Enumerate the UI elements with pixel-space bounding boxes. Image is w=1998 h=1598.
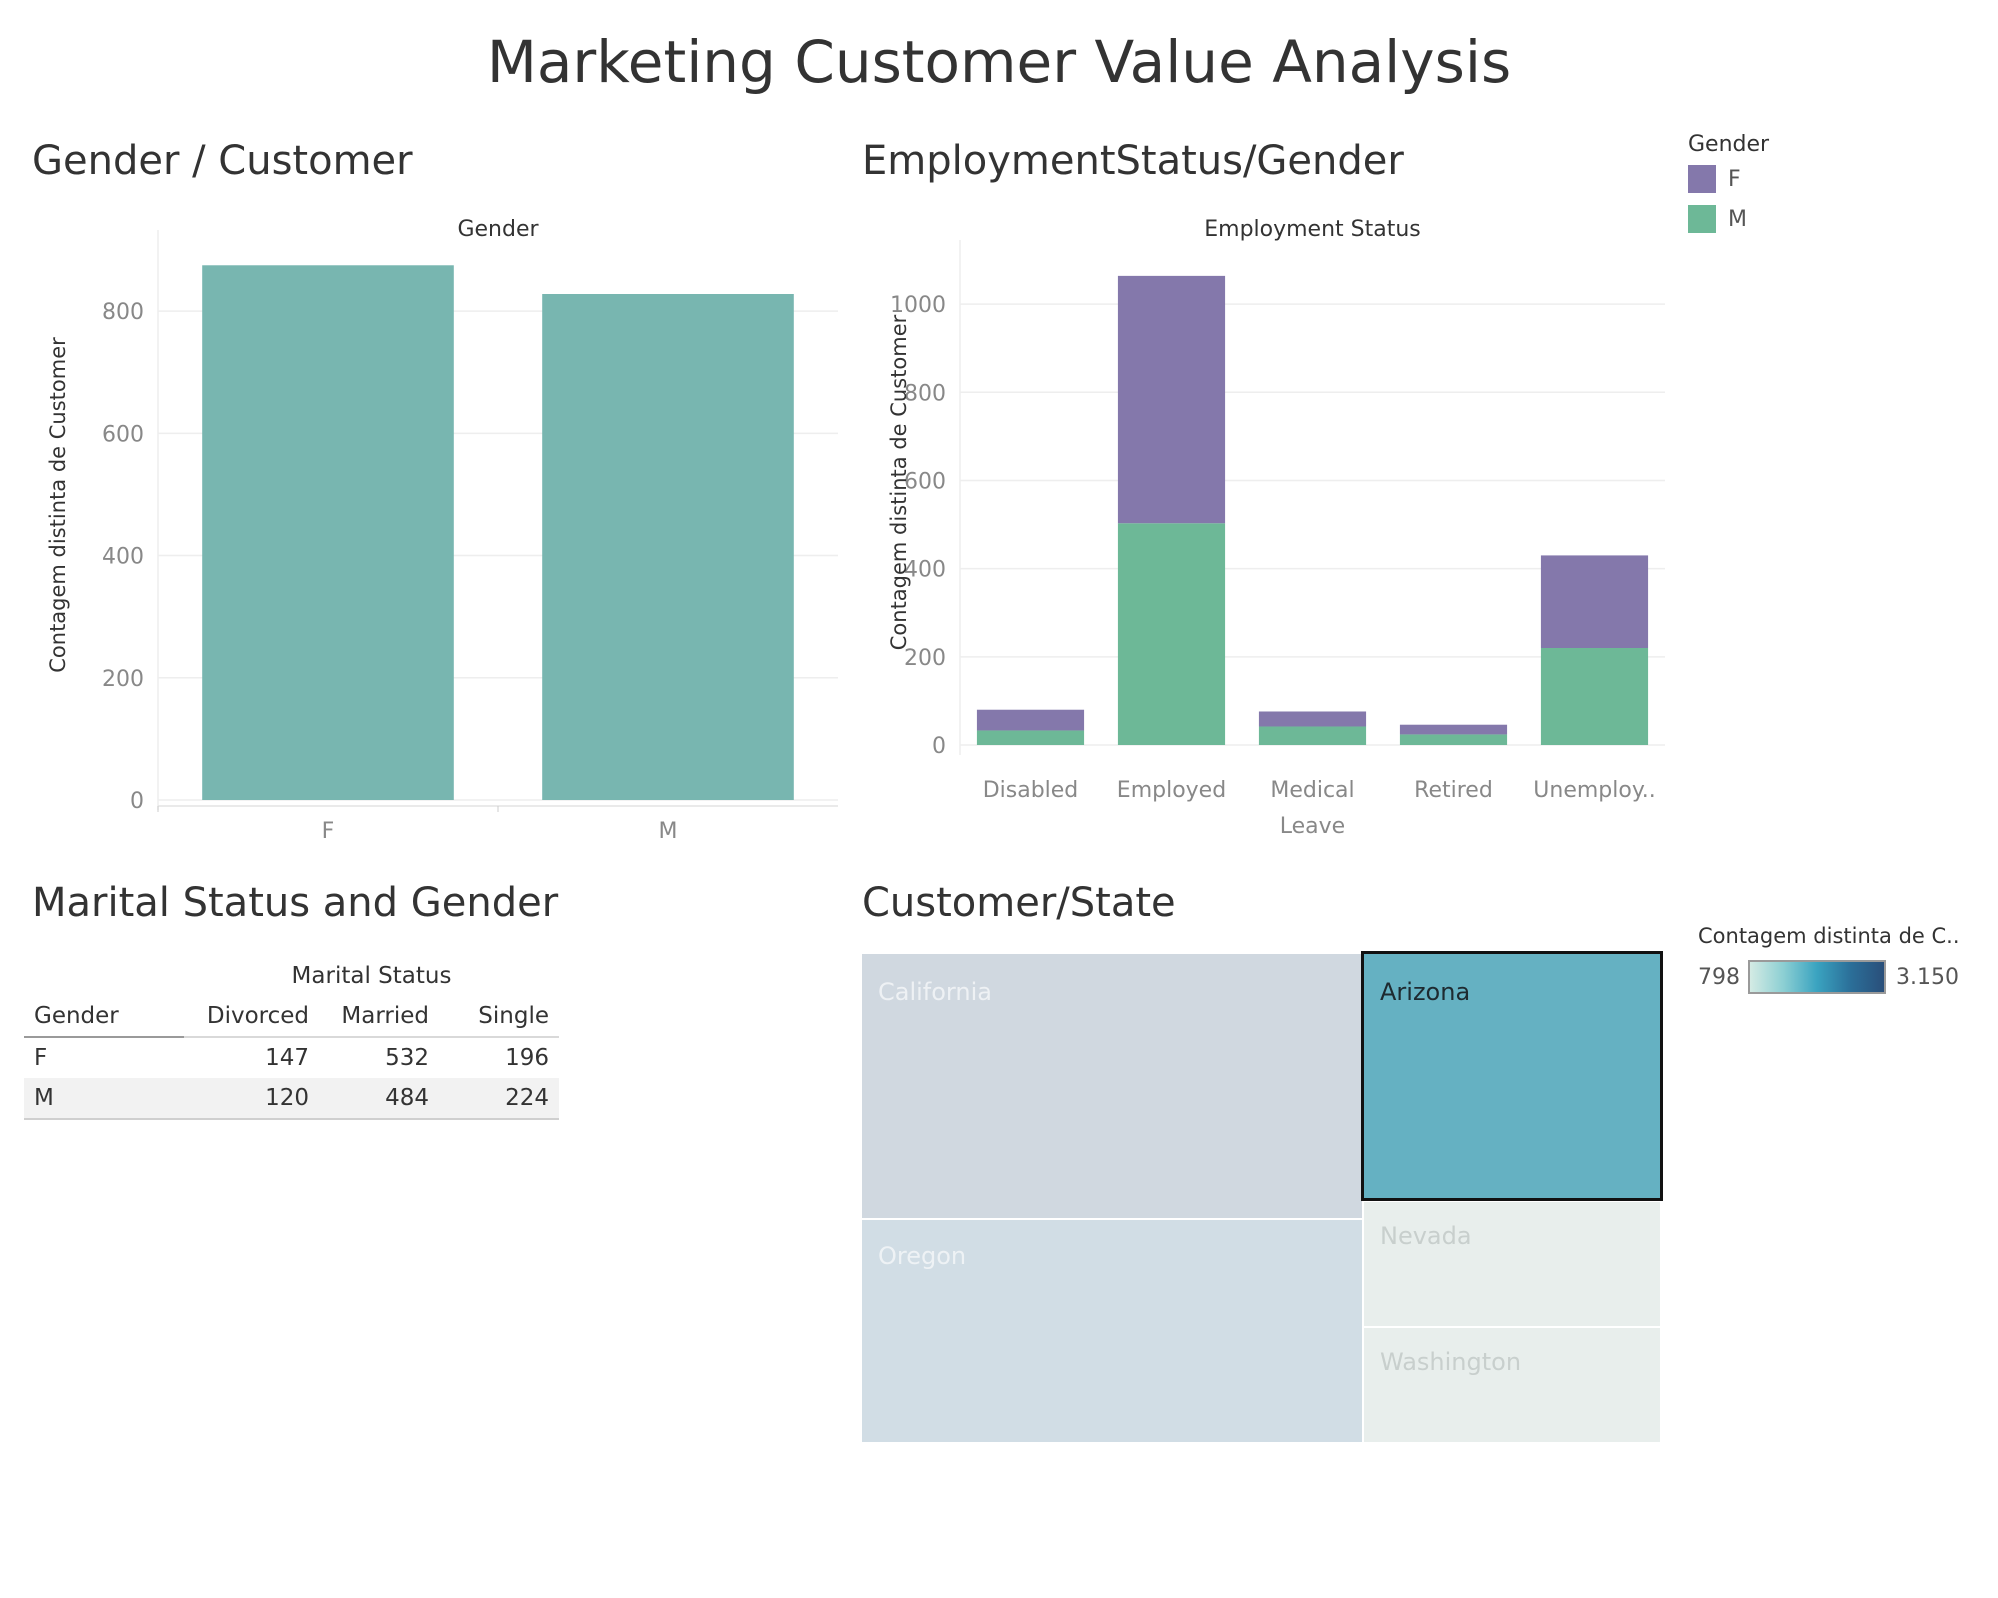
table-row: F 147 532 196 [24, 1037, 559, 1078]
y-tick-label: 0 [932, 734, 946, 759]
employment-column-header: Employment Status [1204, 217, 1421, 242]
bar-segment-f [1540, 555, 1649, 648]
treemap-label-nevada: Nevada [1380, 1222, 1472, 1250]
cell-m-married: 484 [385, 1085, 429, 1111]
customer-state-treemap: California Oregon Arizona Nevada Washing… [862, 951, 1663, 1442]
bar-segment-m [1117, 523, 1226, 745]
legend-label-m: M [1728, 206, 1747, 232]
employment-gender-title: EmploymentStatus/Gender [862, 138, 1404, 184]
legend-swatch-f [1688, 165, 1716, 193]
column-group-header: Marital Status [291, 963, 452, 989]
color-legend-max: 3.150 [1896, 964, 1959, 990]
bar-segment-m [1258, 726, 1367, 745]
treemap-label-california: California [878, 978, 992, 1006]
x-tick-label: Employed [1117, 778, 1226, 803]
col-header-divorced: Divorced [206, 1003, 309, 1029]
treemap-cell-california[interactable]: California [862, 954, 1362, 1218]
bar-f [202, 265, 454, 800]
treemap-label-washington: Washington [1380, 1348, 1522, 1376]
y-tick-label: 200 [102, 667, 144, 692]
color-legend: Contagem distinta de C.. 798 3.150 [1698, 924, 1960, 994]
y-tick-label: 800 [904, 381, 946, 406]
customer-state-title: Customer/State [862, 880, 1176, 926]
marital-status-table: Marital Status Gender Divorced Married S… [24, 956, 559, 1120]
bar-segment-f [1399, 724, 1508, 735]
bar-segment-f [976, 709, 1085, 731]
y-axis-label: Contagem distinta de Customer [46, 337, 70, 673]
marital-gender-title: Marital Status and Gender [32, 880, 559, 926]
gender-customer-title: Gender / Customer [32, 138, 413, 184]
table-row: M 120 484 224 [24, 1078, 559, 1119]
x-tick-label: Medical [1270, 778, 1354, 803]
marital-table-container: Marital Status Gender Divorced Married S… [24, 956, 559, 1120]
x-tick-label: Unemploy.. [1533, 778, 1655, 803]
color-legend-title: Contagem distinta de C.. [1698, 924, 1960, 948]
cell-f-single: 196 [505, 1045, 549, 1071]
x-tick-label: F [322, 819, 335, 844]
col-header-single: Single [478, 1003, 549, 1029]
legend-item-m[interactable]: M [1688, 205, 1769, 233]
x-tick-label: Disabled [983, 778, 1079, 803]
bar-m [542, 294, 794, 800]
row-header-gender: Gender [24, 996, 184, 1038]
cell-f-divorced: 147 [265, 1045, 309, 1071]
y-tick-label: 1000 [890, 293, 946, 318]
y-tick-label: 400 [904, 558, 946, 583]
y-tick-label: 200 [904, 646, 946, 671]
legend-swatch-m [1688, 205, 1716, 233]
gender-customer-chart: Gender 0 200 400 600 800 F M Contagem distinta d… [46, 217, 838, 844]
treemap-label-oregon: Oregon [878, 1242, 967, 1270]
treemap-label-arizona: Arizona [1380, 978, 1471, 1006]
color-legend-min: 798 [1698, 964, 1740, 990]
treemap-cell-nevada[interactable]: Nevada [1364, 1202, 1660, 1326]
y-tick-label: 800 [102, 300, 144, 325]
y-tick-label: 400 [102, 545, 144, 570]
cell-f-married: 532 [385, 1045, 429, 1071]
bar-segment-m [1399, 734, 1508, 745]
col-header-married: Married [341, 1003, 429, 1029]
x-tick-label: Leave [1280, 814, 1345, 839]
cell-m-single: 224 [505, 1085, 549, 1111]
cell-m-divorced: 120 [265, 1085, 309, 1111]
gender-legend-title: Gender [1688, 132, 1770, 157]
legend-label-f: F [1728, 166, 1741, 192]
row-label-m: M [34, 1085, 54, 1111]
treemap-cell-arizona[interactable]: Arizona [1361, 951, 1663, 1201]
bar-segment-m [976, 730, 1085, 745]
color-gradient-bar [1748, 960, 1886, 994]
gender-legend: Gender F M [1688, 132, 1769, 233]
row-label-f: F [34, 1045, 48, 1071]
bar-segment-m [1540, 648, 1649, 745]
y-tick-label: 0 [130, 789, 144, 814]
page-title: Marketing Customer Value Analysis [486, 28, 1512, 96]
treemap-cell-washington[interactable]: Washington [1364, 1328, 1660, 1442]
x-tick-label: M [659, 819, 678, 844]
gender-column-header: Gender [457, 217, 539, 242]
x-tick-label: Retired [1414, 778, 1493, 803]
bar-segment-f [1258, 711, 1367, 727]
legend-item-f[interactable]: F [1688, 165, 1769, 193]
employment-gender-chart: Employment Status 0 200 400 600 800 1000 Disabl… [887, 217, 1665, 839]
treemap-cell-oregon[interactable]: Oregon [862, 1220, 1362, 1442]
y-axis-label: Contagem distinta de Customer [887, 314, 911, 650]
y-tick-label: 600 [904, 469, 946, 494]
y-tick-label: 600 [102, 422, 144, 447]
bar-segment-f [1117, 275, 1226, 524]
